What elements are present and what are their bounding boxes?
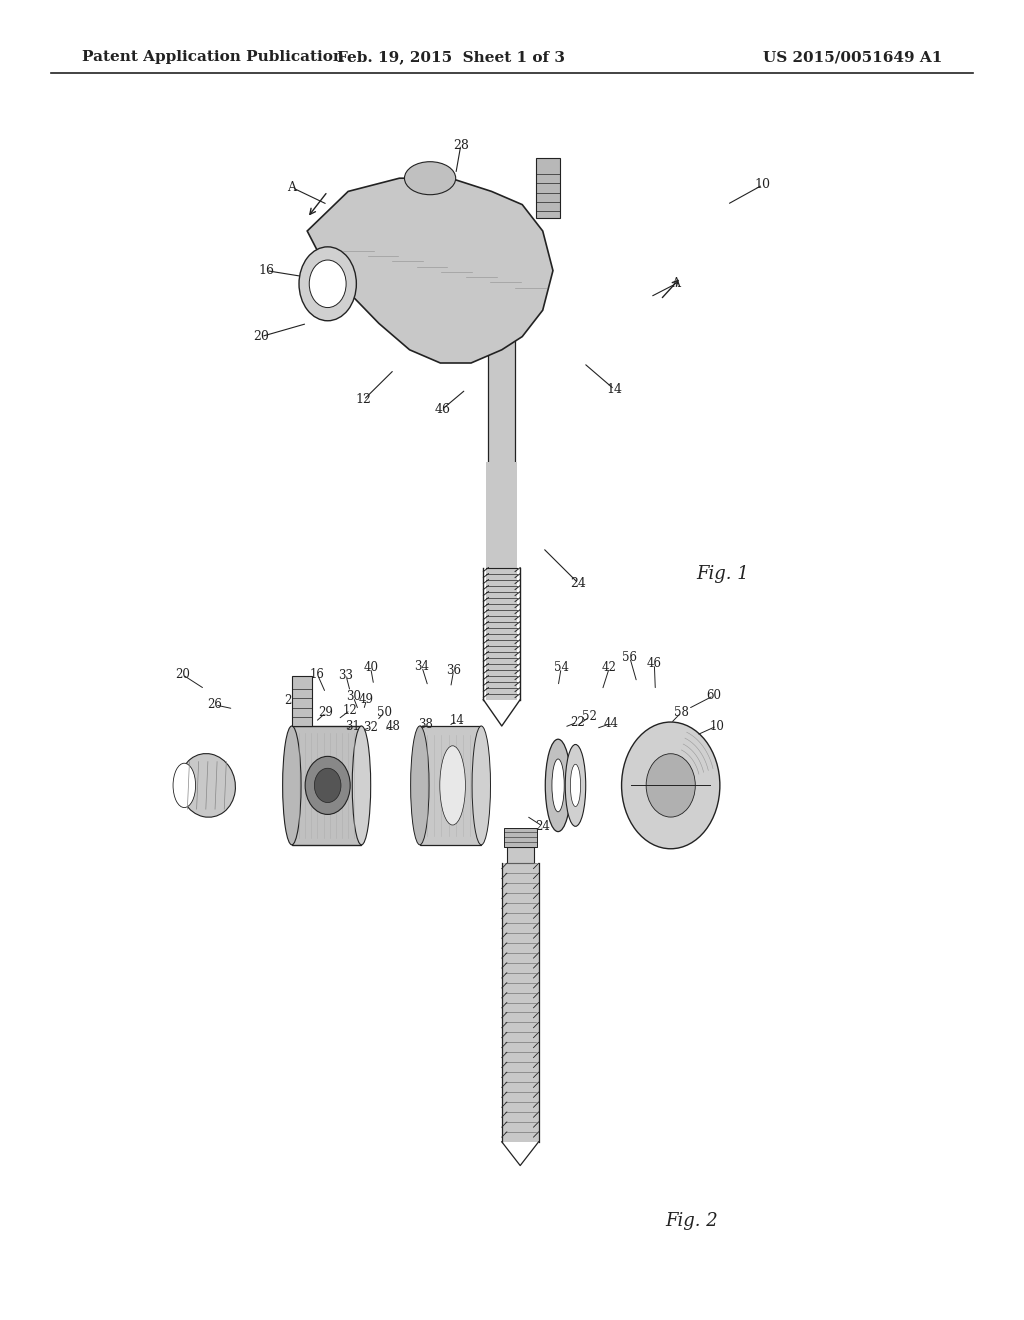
Text: 50: 50 xyxy=(377,706,391,719)
Ellipse shape xyxy=(173,763,196,808)
Text: 14: 14 xyxy=(450,714,464,727)
Text: 34: 34 xyxy=(415,660,429,673)
Bar xyxy=(507,847,534,863)
Ellipse shape xyxy=(404,162,456,195)
Text: 26: 26 xyxy=(208,698,222,711)
Text: A: A xyxy=(288,181,296,194)
Text: 42: 42 xyxy=(602,661,616,675)
Circle shape xyxy=(309,260,346,308)
Text: 46: 46 xyxy=(647,657,662,671)
Text: 20: 20 xyxy=(253,330,269,343)
Bar xyxy=(502,863,539,1142)
Ellipse shape xyxy=(546,739,571,832)
Text: 16: 16 xyxy=(310,668,325,681)
Ellipse shape xyxy=(472,726,490,845)
Ellipse shape xyxy=(179,754,236,817)
Ellipse shape xyxy=(440,746,465,825)
Text: 58: 58 xyxy=(674,706,688,719)
Text: 54: 54 xyxy=(554,661,568,675)
Text: 20: 20 xyxy=(175,668,189,681)
Text: 16: 16 xyxy=(258,264,274,277)
Ellipse shape xyxy=(552,759,564,812)
Text: 60: 60 xyxy=(707,689,721,702)
Text: 24: 24 xyxy=(536,820,550,833)
Text: Fig. 1: Fig. 1 xyxy=(696,565,750,583)
Text: US 2015/0051649 A1: US 2015/0051649 A1 xyxy=(763,50,942,65)
Text: 48: 48 xyxy=(386,719,400,733)
Bar xyxy=(292,676,312,726)
Ellipse shape xyxy=(411,726,429,845)
Text: 56: 56 xyxy=(623,651,637,664)
Circle shape xyxy=(314,768,341,803)
Text: 31: 31 xyxy=(345,719,359,733)
Bar xyxy=(486,462,517,700)
Text: 12: 12 xyxy=(355,393,372,407)
Text: 44: 44 xyxy=(604,717,618,730)
Text: 30: 30 xyxy=(346,690,360,704)
Circle shape xyxy=(305,756,350,814)
Circle shape xyxy=(299,247,356,321)
Text: 10: 10 xyxy=(710,719,724,733)
Ellipse shape xyxy=(283,726,301,845)
Text: 12: 12 xyxy=(343,704,357,717)
Text: 40: 40 xyxy=(364,661,378,675)
Text: Feb. 19, 2015  Sheet 1 of 3: Feb. 19, 2015 Sheet 1 of 3 xyxy=(337,50,564,65)
Text: 28: 28 xyxy=(285,694,299,708)
Ellipse shape xyxy=(565,744,586,826)
Text: Patent Application Publication: Patent Application Publication xyxy=(82,50,344,65)
Bar xyxy=(488,310,515,568)
Ellipse shape xyxy=(570,764,581,807)
Bar xyxy=(420,726,481,845)
Circle shape xyxy=(646,754,695,817)
Text: 52: 52 xyxy=(583,710,597,723)
Text: A: A xyxy=(672,277,680,290)
Text: 33: 33 xyxy=(339,669,353,682)
Text: 32: 32 xyxy=(364,721,378,734)
Text: 14: 14 xyxy=(606,383,623,396)
Text: 49: 49 xyxy=(359,693,374,706)
Text: 28: 28 xyxy=(453,139,469,152)
Text: 24: 24 xyxy=(570,577,587,590)
Bar xyxy=(536,158,560,218)
Ellipse shape xyxy=(352,726,371,845)
Text: 10: 10 xyxy=(755,178,771,191)
Bar xyxy=(292,726,361,845)
PathPatch shape xyxy=(307,178,553,363)
Circle shape xyxy=(622,722,720,849)
Text: 36: 36 xyxy=(446,664,461,677)
Text: 46: 46 xyxy=(434,403,451,416)
Text: 38: 38 xyxy=(419,718,433,731)
Bar xyxy=(504,828,537,847)
Text: 22: 22 xyxy=(570,715,585,729)
Text: Fig. 2: Fig. 2 xyxy=(666,1212,719,1230)
Text: 29: 29 xyxy=(318,706,333,719)
